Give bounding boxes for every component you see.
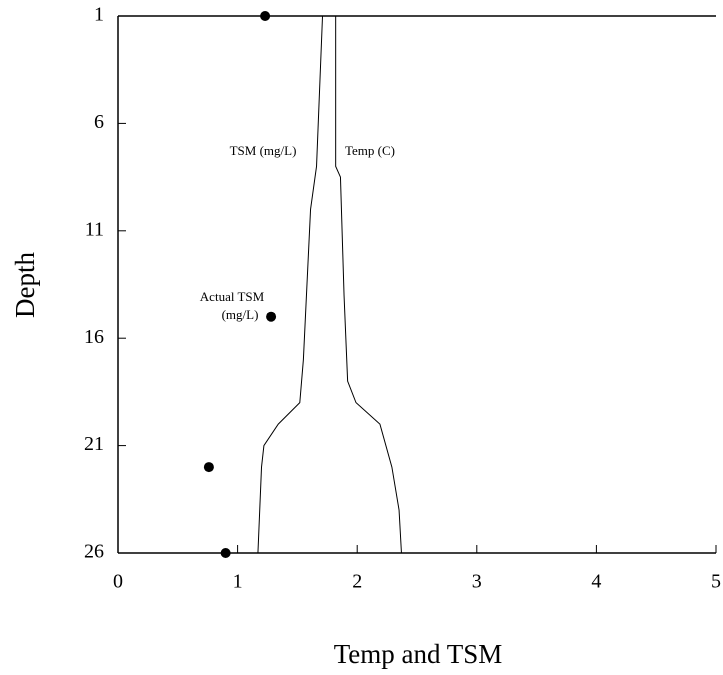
annotation: (mg/L) (222, 307, 259, 322)
x-tick-label: 5 (711, 571, 721, 593)
profile-line (257, 15, 324, 554)
annotation: Actual TSM (200, 289, 265, 304)
x-tick-label: 4 (591, 571, 601, 593)
profile-line (335, 16, 402, 554)
y-tick-label: 26 (84, 541, 104, 563)
sample-point (266, 311, 277, 322)
sample-point (220, 548, 231, 558)
y-axis-title: Depth (10, 252, 40, 318)
series-label: Temp (C) (345, 143, 395, 158)
sample-point (203, 462, 214, 473)
y-tick-label: 6 (94, 111, 104, 133)
x-axis-title: Temp and TSM (334, 639, 503, 669)
x-tick-label: 1 (233, 571, 243, 593)
x-tick-label: 0 (113, 571, 123, 593)
series-label: TSM (mg/L) (230, 143, 297, 158)
y-tick-label: 1 (94, 4, 104, 26)
x-tick-label: 2 (352, 571, 362, 593)
y-tick-label: 11 (85, 218, 104, 240)
x-tick-label: 3 (472, 571, 482, 593)
y-tick-label: 21 (84, 433, 104, 455)
sample-point (260, 11, 271, 21)
y-tick-label: 16 (84, 326, 104, 348)
